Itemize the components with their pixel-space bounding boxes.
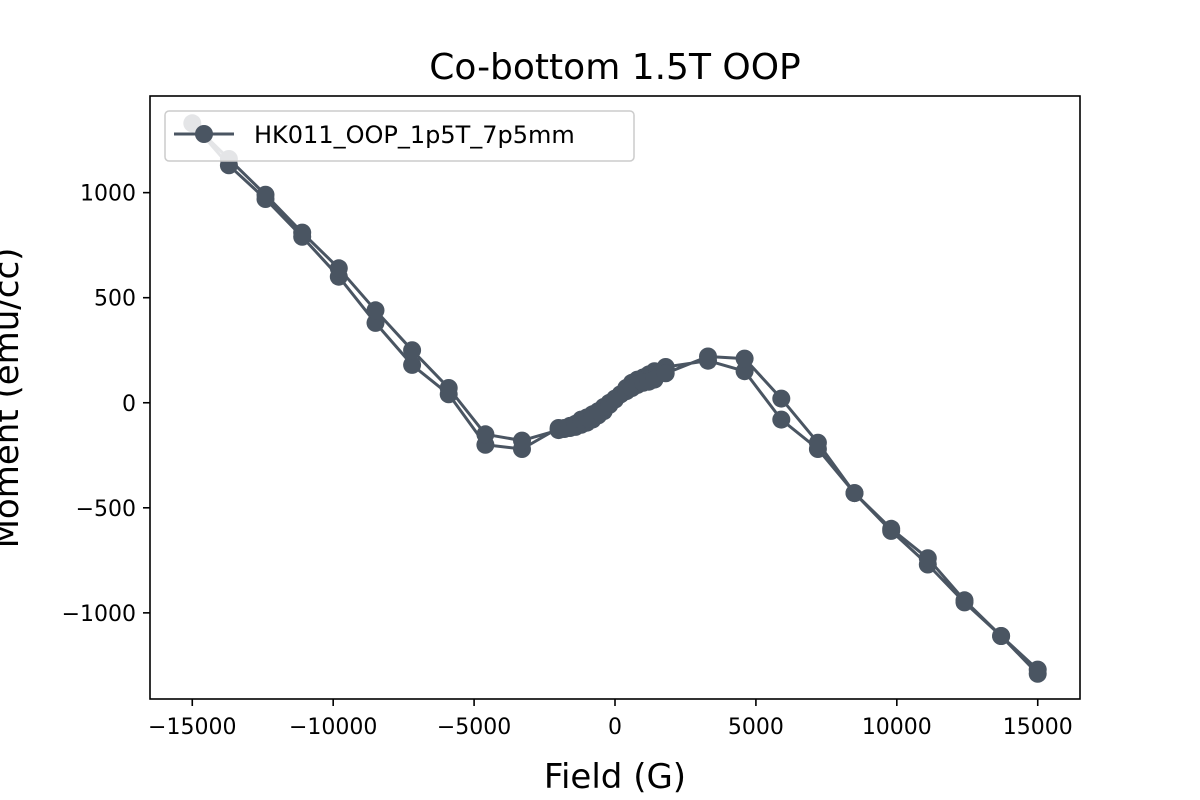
data-point: [845, 484, 864, 503]
data-point: [808, 433, 827, 452]
data-point: [772, 410, 791, 429]
y-tick-label: 500: [94, 287, 136, 312]
data-point: [992, 627, 1011, 645]
data-point: [513, 431, 531, 450]
data-point: [1028, 664, 1047, 683]
data-point: [256, 185, 275, 204]
data-point: [772, 389, 791, 408]
y-tick-label: 1000: [80, 182, 136, 207]
data-point: [699, 347, 717, 366]
x-tick-label: 5000: [728, 715, 784, 740]
legend-entry-label: HK011_OOP_1p5T_7p5mm: [254, 121, 575, 149]
data-point: [366, 313, 385, 332]
y-tick-label: −1000: [62, 602, 136, 627]
data-point: [656, 364, 675, 383]
legend: HK011_OOP_1p5T_7p5mm: [164, 110, 635, 162]
plot-area: [149, 95, 1081, 700]
data-point: [329, 259, 348, 278]
data-point: [403, 341, 422, 360]
y-tick-label: −500: [76, 497, 136, 522]
data-point: [403, 355, 422, 374]
data-point: [882, 519, 901, 538]
data-point: [735, 349, 754, 368]
x-tick-label: 10000: [862, 715, 932, 740]
x-tick-label: −5000: [437, 715, 511, 740]
x-tick-label: −15000: [148, 715, 236, 740]
y-tick-label: 0: [122, 392, 136, 417]
legend-marker-swatch: [195, 125, 213, 143]
data-point: [366, 301, 385, 320]
data-point: [476, 425, 495, 444]
x-axis-title: Field (G): [544, 757, 686, 797]
data-point: [439, 379, 458, 397]
data-point: [918, 549, 937, 568]
x-tick-label: 0: [608, 715, 622, 740]
x-tick-label: −10000: [289, 715, 377, 740]
data-point: [735, 362, 754, 381]
x-tick-label: 15000: [1003, 715, 1073, 740]
data-point: [955, 591, 974, 610]
chart-title: Co-bottom 1.5T OOP: [429, 47, 801, 88]
y-axis-title: Moment (emu/cc): [0, 248, 27, 549]
axis-ticks: −15000 −10000 −5000 0 5000 10000 15000−1000−50…: [62, 182, 1073, 740]
legend-frame: [164, 110, 635, 162]
data-point: [293, 223, 312, 242]
